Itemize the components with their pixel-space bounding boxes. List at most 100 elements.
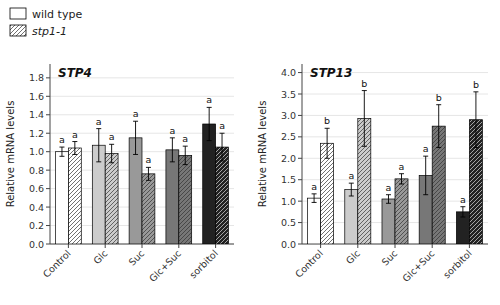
x-tick <box>68 244 69 248</box>
annotation: a <box>311 181 317 192</box>
y-tick <box>298 115 302 116</box>
y-tick-label: 0.8 <box>29 165 44 176</box>
annotation: a <box>133 108 139 119</box>
y-tick-label: 0.4 <box>29 202 44 213</box>
error-bar <box>386 195 391 204</box>
bar <box>166 150 179 244</box>
panel: 0.00.20.40.60.81.01.21.41.61.8aaaaaaaaaa… <box>5 64 234 284</box>
error-bar <box>349 183 354 196</box>
annotation: a <box>219 120 225 131</box>
bar <box>105 154 118 244</box>
grid-line <box>302 94 488 95</box>
error-bar <box>220 133 225 161</box>
annotation: a <box>423 143 429 154</box>
y-axis-label: Relative mRNA levels <box>5 101 16 208</box>
x-tick <box>395 244 396 248</box>
plot-area <box>56 107 229 244</box>
y-tick <box>298 201 302 202</box>
y-tick-label: 1.0 <box>29 146 44 157</box>
y-tick <box>46 188 50 189</box>
y-tick-label: 1.0 <box>281 196 296 207</box>
bar <box>395 179 408 244</box>
annotation: a <box>109 131 115 142</box>
annotation: a <box>182 133 188 144</box>
y-tick <box>298 136 302 137</box>
y-axis-label: Relative mRNA levels <box>257 101 268 208</box>
bar <box>179 155 192 244</box>
y-tick-label: 2.5 <box>281 131 296 142</box>
x-tick <box>469 244 470 248</box>
plot-area <box>308 91 483 244</box>
y-tick <box>298 244 302 245</box>
x-tick-label: sorbitol <box>187 248 220 281</box>
y-tick <box>298 222 302 223</box>
y-tick-label: 1.6 <box>29 91 44 102</box>
annotation: a <box>386 182 392 193</box>
y-tick <box>298 72 302 73</box>
y-tick-label: 0.6 <box>29 183 44 194</box>
panel: 0.00.51.01.52.02.53.03.54.0aaaaabbabbCon… <box>257 64 488 284</box>
error-bar <box>72 142 77 155</box>
title: STP13 <box>310 66 352 80</box>
y-tick <box>46 114 50 115</box>
annotation: b <box>436 92 442 103</box>
x-tick-label: Glc+Suc <box>147 248 183 284</box>
y-tick <box>46 244 50 245</box>
error-bar <box>325 128 330 158</box>
x-tick <box>142 244 143 248</box>
x-tick <box>105 244 106 248</box>
bar <box>382 199 395 244</box>
annotation: a <box>146 154 152 165</box>
x-tick <box>215 244 216 248</box>
y-tick <box>46 151 50 152</box>
y-axis-line <box>50 64 51 244</box>
y-tick-label: 0.2 <box>29 220 44 231</box>
y-tick <box>46 77 50 78</box>
error-bar <box>399 174 404 184</box>
annotation: a <box>348 170 354 181</box>
x-tick <box>320 244 321 248</box>
annotation: a <box>169 125 175 136</box>
bar <box>56 152 69 244</box>
y-tick-label: 0.5 <box>281 217 296 228</box>
error-bar <box>423 156 428 195</box>
bar <box>345 190 358 244</box>
error-bar <box>146 167 151 180</box>
y-tick <box>46 133 50 134</box>
x-tick-label: Glc <box>344 248 363 267</box>
x-tick <box>357 244 358 248</box>
x-tick-label: Glc <box>91 248 110 267</box>
x-tick-label: Suc <box>379 248 399 268</box>
error-bar <box>207 107 212 140</box>
legend-label: stp1-1 <box>32 25 67 38</box>
y-tick-label: 1.8 <box>29 72 44 83</box>
x-tick-label: Control <box>41 248 73 280</box>
y-tick-label: 1.5 <box>281 174 296 185</box>
y-tick <box>46 96 50 97</box>
error-bar <box>436 105 441 148</box>
error-bar <box>362 91 367 147</box>
y-tick <box>298 158 302 159</box>
y-axis-line <box>302 64 303 244</box>
y-tick <box>46 170 50 171</box>
bar <box>216 147 229 244</box>
error-bar <box>170 138 175 162</box>
legend-label: wild type <box>32 8 82 21</box>
error-bar <box>460 207 465 217</box>
chart: wild typestp1-10.00.20.40.60.81.01.21.41… <box>0 0 500 305</box>
legend-swatch <box>10 25 26 36</box>
x-tick <box>178 244 179 248</box>
annotation: b <box>361 78 367 89</box>
annotation: b <box>473 79 479 90</box>
x-tick-label: Glc+Suc <box>400 248 436 284</box>
y-tick <box>298 179 302 180</box>
y-tick <box>46 207 50 208</box>
error-bar <box>109 144 114 162</box>
y-tick <box>298 94 302 95</box>
annotation: a <box>59 134 65 145</box>
y-tick-label: 0.0 <box>281 239 296 250</box>
y-tick-label: 3.0 <box>281 110 296 121</box>
error-bar <box>96 129 101 162</box>
title: STP4 <box>58 66 92 80</box>
error-bar <box>473 92 478 148</box>
